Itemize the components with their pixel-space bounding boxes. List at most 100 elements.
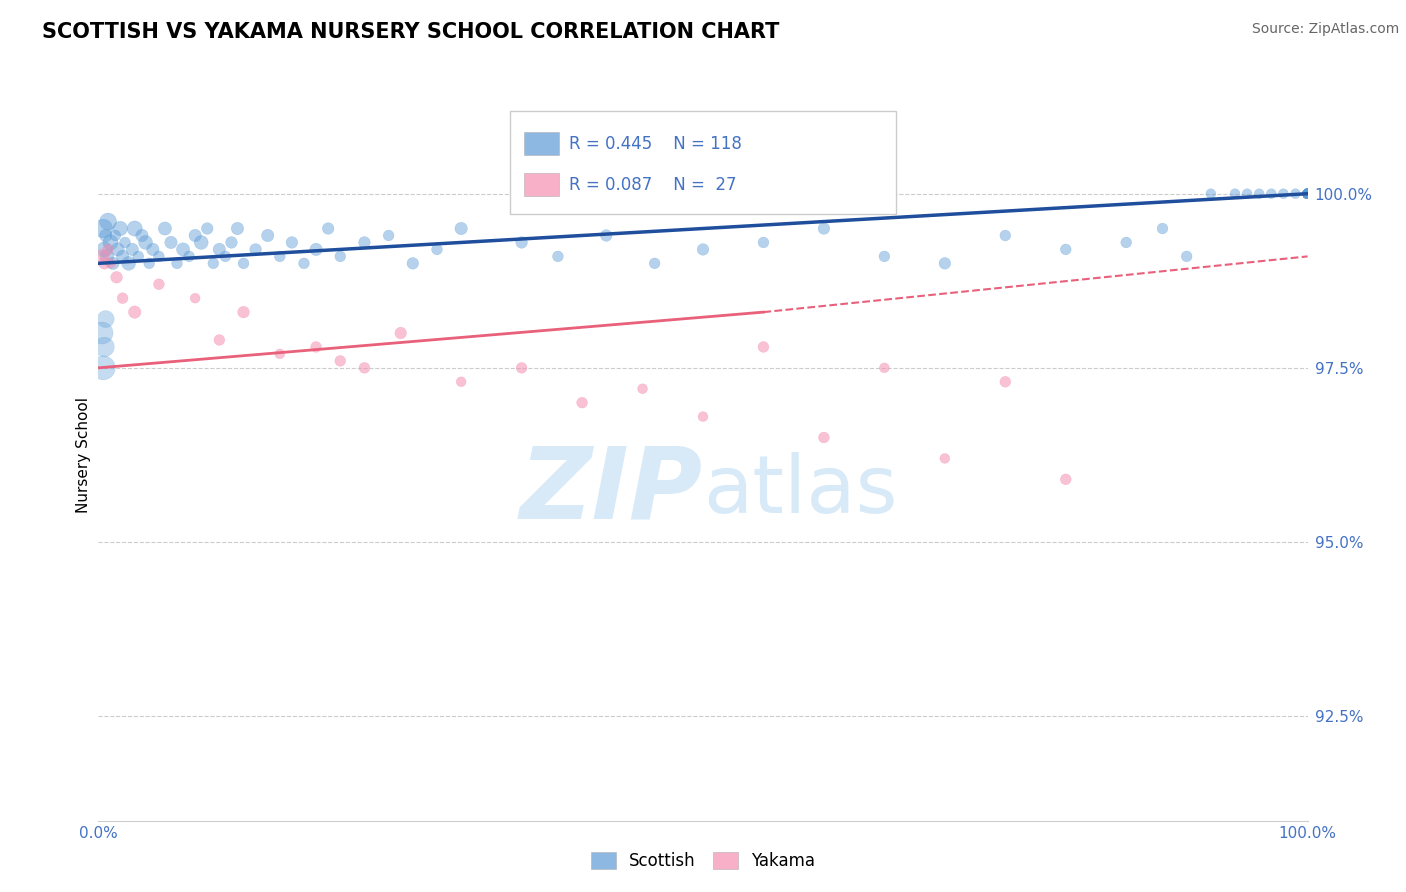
Point bbox=[1296, 186, 1319, 201]
Point bbox=[1296, 186, 1319, 201]
Point bbox=[1152, 221, 1174, 235]
Point bbox=[934, 451, 956, 466]
Point bbox=[93, 256, 115, 270]
Point bbox=[1296, 186, 1319, 201]
Point bbox=[100, 235, 122, 250]
Text: atlas: atlas bbox=[703, 452, 897, 531]
Point bbox=[1296, 186, 1319, 201]
Point bbox=[135, 235, 157, 250]
Text: R = 0.087    N =  27: R = 0.087 N = 27 bbox=[568, 176, 737, 194]
Point bbox=[292, 256, 315, 270]
Point bbox=[166, 256, 188, 270]
Point bbox=[100, 256, 122, 270]
Point bbox=[1296, 186, 1319, 201]
Point bbox=[1260, 186, 1282, 201]
Point bbox=[1296, 186, 1319, 201]
Point bbox=[1296, 186, 1319, 201]
Point bbox=[124, 305, 146, 319]
Point bbox=[1296, 186, 1319, 201]
Point bbox=[269, 347, 291, 361]
Point bbox=[131, 228, 153, 243]
Point bbox=[202, 256, 225, 270]
Text: SCOTTISH VS YAKAMA NURSERY SCHOOL CORRELATION CHART: SCOTTISH VS YAKAMA NURSERY SCHOOL CORREL… bbox=[42, 22, 779, 42]
Point bbox=[124, 221, 146, 235]
Point bbox=[1296, 186, 1319, 201]
Point bbox=[160, 235, 183, 250]
Point bbox=[644, 256, 666, 270]
Point bbox=[127, 249, 149, 263]
Point bbox=[208, 333, 231, 347]
Point bbox=[1296, 186, 1319, 201]
Point bbox=[1296, 186, 1319, 201]
Point bbox=[97, 214, 120, 228]
Point bbox=[1272, 186, 1295, 201]
Point bbox=[148, 249, 170, 263]
Point bbox=[1296, 186, 1319, 201]
Point bbox=[1296, 186, 1319, 201]
Point bbox=[108, 221, 131, 235]
Point bbox=[692, 243, 714, 257]
Point bbox=[1296, 186, 1319, 201]
Point bbox=[190, 235, 212, 250]
Point bbox=[172, 243, 194, 257]
Point bbox=[329, 354, 352, 368]
Text: R = 0.445    N = 118: R = 0.445 N = 118 bbox=[568, 135, 741, 153]
Legend: Scottish, Yakama: Scottish, Yakama bbox=[582, 843, 824, 878]
Point bbox=[245, 243, 267, 257]
Point bbox=[1296, 186, 1319, 201]
Point bbox=[1296, 186, 1319, 201]
Point bbox=[1296, 186, 1319, 201]
Point bbox=[91, 360, 114, 375]
Point bbox=[269, 249, 291, 263]
Point bbox=[153, 221, 176, 235]
Point bbox=[118, 256, 141, 270]
Point bbox=[1296, 186, 1319, 201]
Point bbox=[1296, 186, 1319, 201]
Point bbox=[510, 235, 533, 250]
Point bbox=[402, 256, 425, 270]
Point bbox=[1296, 186, 1319, 201]
Point bbox=[595, 228, 617, 243]
Point bbox=[148, 277, 170, 292]
Point bbox=[994, 228, 1017, 243]
Point bbox=[450, 221, 472, 235]
Point bbox=[873, 249, 896, 263]
Point bbox=[281, 235, 304, 250]
Point bbox=[1249, 186, 1271, 201]
Point bbox=[316, 221, 339, 235]
Point bbox=[1296, 186, 1319, 201]
Point bbox=[510, 360, 533, 375]
Point bbox=[114, 235, 136, 250]
Point bbox=[1296, 186, 1319, 201]
Point bbox=[994, 375, 1017, 389]
Point bbox=[1296, 186, 1319, 201]
Point bbox=[1296, 186, 1319, 201]
Point bbox=[221, 235, 243, 250]
Point bbox=[1236, 186, 1258, 201]
Point bbox=[1296, 186, 1319, 201]
Point bbox=[93, 243, 115, 257]
Point bbox=[353, 360, 375, 375]
Point bbox=[179, 249, 201, 263]
Point bbox=[1054, 243, 1077, 257]
Point bbox=[1115, 235, 1137, 250]
Y-axis label: Nursery School: Nursery School bbox=[76, 397, 91, 513]
Point bbox=[1296, 186, 1319, 201]
Point bbox=[305, 243, 328, 257]
Point bbox=[94, 228, 117, 243]
Point bbox=[94, 312, 117, 326]
Point bbox=[226, 221, 249, 235]
Point bbox=[91, 249, 114, 263]
Point bbox=[450, 375, 472, 389]
Point bbox=[232, 256, 254, 270]
Point bbox=[93, 340, 115, 354]
Point bbox=[1296, 186, 1319, 201]
Point bbox=[934, 256, 956, 270]
Point bbox=[96, 249, 118, 263]
Point bbox=[752, 235, 775, 250]
Point bbox=[104, 228, 127, 243]
Point bbox=[1054, 472, 1077, 486]
Point bbox=[121, 243, 143, 257]
Point bbox=[1296, 186, 1319, 201]
Point bbox=[1296, 186, 1319, 201]
